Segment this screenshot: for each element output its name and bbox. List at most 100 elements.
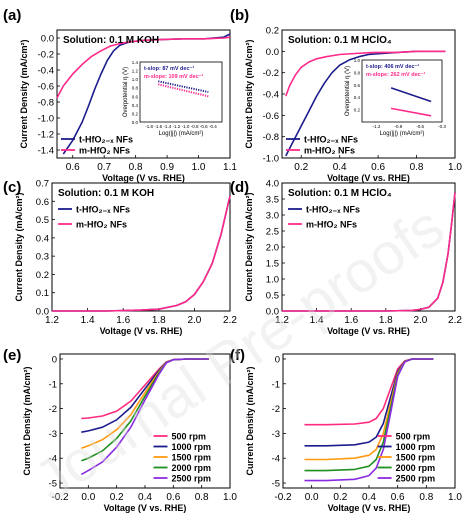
x-tick-label: 0.6 [66,162,80,173]
x-tick-label: 0.0 [305,492,319,503]
x-tick-label: -0.2 [51,492,69,503]
legend-label: t-HfO₂₋ₓ NFs [79,135,133,145]
y-tick-label: -0.2 [263,68,279,79]
inset-x-label: Log(|j|) (mA/cm²) [159,131,204,137]
y-tick-label: 0.0 [41,34,54,45]
x-tick-label: 0.6 [391,492,405,503]
y-tick-label: 0.3 [36,252,49,263]
plot-frame [51,182,231,312]
y-tick-label: 0.5 [266,291,279,302]
inset-y-tick-label: 0.2 [354,108,361,113]
y-tick-label: -4 [272,454,280,465]
legend-label: 1000 rpm [396,442,436,452]
inset: -1.2 -0.9 -0.6 -0.3 0.2 0.4 0.6 0.8 1.0 Log(|j|) … [345,58,446,137]
x-tick-label: 1.8 [152,315,166,326]
y-tick-label: 0.2 [266,26,279,37]
inset-frame [139,61,223,123]
inset-fit-line [390,87,432,103]
legend-label: 1000 rpm [172,442,212,452]
y-tick-label: -0.6 [38,82,54,93]
inset-x-tick-label: -0.4 [209,124,217,129]
panel-label: (b) [230,7,249,24]
series-line-m-hfo-nfs [282,192,456,312]
inset-x-tick-label: -1.6 [154,124,162,129]
x-tick-label: 1.2 [275,315,289,326]
y-tick-label: -0.8 [38,98,54,109]
inset-y-tick-label: 1.0 [132,77,139,82]
panel-a: (a)0.6 0.7 0.8 0.9 1.0 1.1-1.4-1.2-1.0-0.8-0.… [3,7,237,183]
series-line-m-hfo-nfs [52,195,231,312]
y-tick-label: -0.6 [263,111,279,122]
y-axis-label: Current Density (mA/cm²) [244,39,254,148]
panel-label: (c) [3,179,21,196]
y-tick-label: 3.0 [266,211,279,222]
x-tick-label: 0.8 [410,162,424,173]
y-tick-label: -0.4 [263,90,279,101]
x-tick-label: 0.0 [81,492,95,503]
series-line-2500-rpm [304,358,434,482]
y-axis-label: Current Density (mA/cm²) [22,366,32,475]
inset-x-tick-label: -1.8 [145,124,153,129]
inset-fit-line [390,107,432,117]
legend-label: t-HfO₂₋ₓ NFs [304,135,358,145]
y-tick-label: 0.0 [266,47,279,58]
inset-y-tick-label: 1.4 [132,60,139,65]
y-tick-label: -1.4 [38,146,54,157]
y-tick-label: -1 [272,379,280,390]
panel-e: (e) -0.2 0.0 0.2 0.4 0.6 0.8 1.0 0 -1 -2 -3 -4 -5 Volt… [3,347,237,513]
x-tick-label: 1.8 [379,315,393,326]
y-tick-label: -5 [272,479,280,490]
y-tick-label: 1.0 [266,275,279,286]
solution-annotation: Solution: 0.1 M HClO₄ [288,188,392,199]
x-tick-label: 0.2 [294,162,308,173]
legend-label: 2500 rpm [396,474,436,484]
legend-label: 500 rpm [396,432,431,442]
x-tick-label: 0.9 [160,162,174,173]
y-tick-label: -2 [49,404,57,415]
x-tick-label: 1.0 [192,162,206,173]
x-tick-label: 1.0 [448,492,462,503]
legend-label: 2000 rpm [172,463,212,473]
y-tick-label: 0.0 [266,307,279,318]
series-line-2500-rpm [80,358,209,476]
x-tick-label: 0.2 [110,492,124,503]
inset: -1.8 -1.6 -1.4 -1.2 -1.0 -0.8 -0.6 -0.4 0.0 0.2 0.… [123,60,223,137]
legend-label: 2000 rpm [396,463,436,473]
legend-label: t-HfO₂₋ₓ NFs [306,205,360,215]
inset-x-tick-label: -1.2 [373,124,381,129]
y-tick-label: 0.2 [36,270,49,281]
legend-label: m-HfO₂ NFs [304,146,355,156]
x-axis-label: Voltage (V vs. RHE) [327,326,410,336]
panel-d: (d) 1.2 1.4 1.6 1.8 2.0 2.2 0.0 0.5 1.0 1.5 2.0 2.5 3… [230,179,462,337]
inset-y-tick-label: 0.2 [132,111,139,116]
legend-label: t-HfO₂₋ₓ NFs [76,205,130,215]
legend: t-HfO₂₋ₓ NFs m-HfO₂ NFs [288,205,360,230]
y-tick-label: -3 [49,429,57,440]
x-axis-label: Voltage (V vs. RHE) [104,503,187,513]
x-tick-label: 0.8 [419,492,433,503]
x-tick-label: 0.7 [97,162,111,173]
y-tick-label: 0.0 [36,307,49,318]
legend-label: 1500 rpm [396,453,436,463]
x-tick-label: 0.4 [362,492,376,503]
panel-label: (d) [230,179,249,196]
inset-slope-label: t-slop: 87 mV dec⁻¹ [144,65,194,72]
y-tick-label: -0.4 [38,66,54,77]
panel-label: (f) [230,347,245,364]
legend-label: m-HfO₂ NFs [76,220,127,230]
panel-b: (b) 0.2 0.4 0.6 0.8 1.0 -1.0 -0.8 -0.6 -0.4 -0.2 0.… [230,7,462,183]
y-tick-label: -0.2 [38,50,54,61]
plot-frame [56,29,231,159]
series-line-m-hfo-nfs [56,36,231,99]
inset-slope-label: m-slope: 109 mV dec⁻¹ [144,73,204,80]
x-tick-label: 0.6 [371,162,385,173]
inset-slope-label: m-slope: 262 mV dec⁻¹ [366,71,426,78]
x-axis-label: Voltage (V vs. RHE) [327,173,410,183]
inset-x-tick-label: -0.9 [394,124,402,129]
y-tick-label: -1.2 [38,130,54,141]
x-tick-label: 0.6 [166,492,180,503]
solution-annotation: Solution: 0.1 M KOH [63,35,159,46]
